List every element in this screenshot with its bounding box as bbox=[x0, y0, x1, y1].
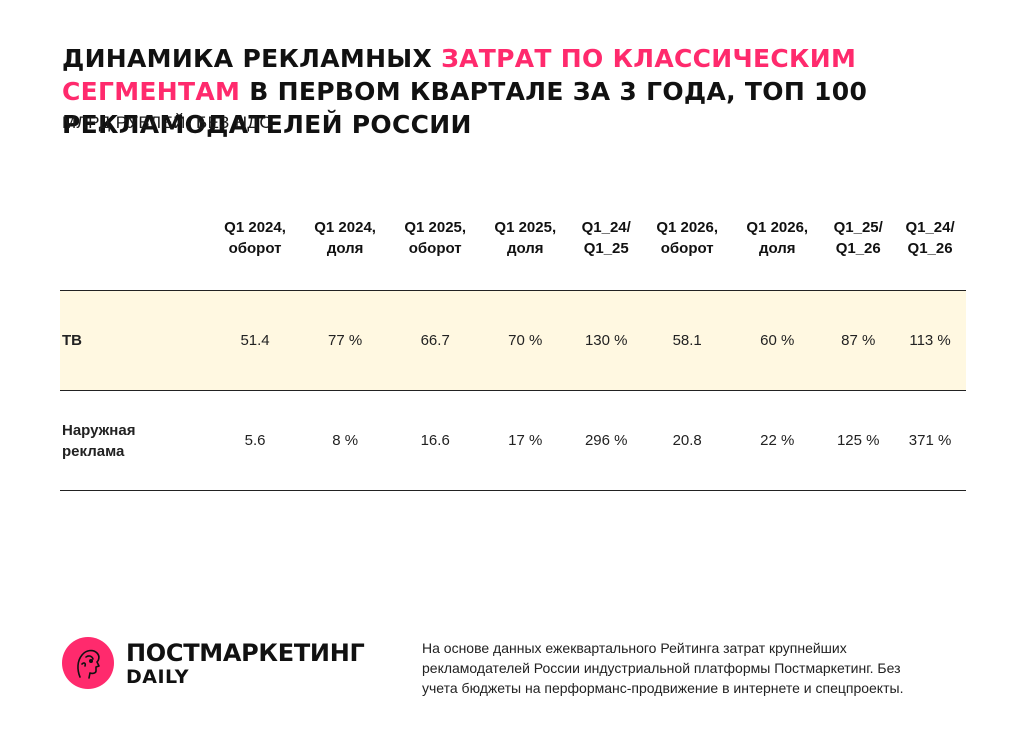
table-cell: 17 % bbox=[480, 390, 571, 491]
row-label: Наружная реклама bbox=[60, 390, 210, 491]
page-title: ДИНАМИКА РЕКЛАМНЫХ ЗАТРАТ ПО КЛАССИЧЕСКИ… bbox=[62, 42, 962, 141]
column-header: Q1 2025, оборот bbox=[404, 219, 467, 257]
table-header-row: Q1 2024, оборот Q1 2024, доля Q1 2025, обор… bbox=[60, 217, 966, 291]
table-cell: 371 % bbox=[894, 390, 966, 491]
table-cell: 5.6 bbox=[210, 390, 301, 491]
footnote: На основе данных ежеквартального Рейтинг… bbox=[422, 640, 904, 696]
column-header: Q1 2026, доля bbox=[746, 219, 809, 257]
title-part2: В ПЕРВОМ КВАРТАЛЕ ЗА 3 ГОДА, ТОП 100 РЕК… bbox=[62, 77, 868, 139]
brand-name: ПОСТМАРКЕТИНГ bbox=[126, 639, 365, 667]
table-cell: 77 % bbox=[300, 290, 391, 391]
table-cell: 16.6 bbox=[390, 390, 481, 491]
table-cell: 51.4 bbox=[210, 290, 301, 391]
row-label: ТВ bbox=[60, 290, 210, 391]
title-part1: ДИНАМИКА РЕКЛАМНЫХ bbox=[62, 44, 433, 73]
brand-logo: ПОСТМАРКЕТИНГ DAILY bbox=[60, 636, 382, 692]
column-header: Q1_24/Q1_26 bbox=[905, 219, 955, 257]
table-cell: 113 % bbox=[894, 290, 966, 391]
column-header: Q1 2025, доля bbox=[494, 219, 557, 257]
header-empty-cell bbox=[60, 217, 210, 291]
data-table: Q1 2024, оборот Q1 2024, доля Q1 2025, обор… bbox=[60, 217, 966, 491]
brand-subname: DAILY bbox=[126, 666, 189, 688]
table-cell: 125 % bbox=[822, 390, 895, 491]
face-profile-icon bbox=[62, 637, 114, 689]
column-header: Q1 2026, оборот bbox=[656, 219, 719, 257]
column-header: Q1_25/Q1_26 bbox=[833, 219, 883, 257]
table-cell: 66.7 bbox=[390, 290, 481, 391]
table-cell: 296 % bbox=[570, 390, 643, 491]
table-cell: 60 % bbox=[732, 290, 823, 391]
column-header: Q1_24/Q1_25 bbox=[581, 219, 631, 257]
table-cell: 8 % bbox=[300, 390, 391, 491]
table-row-outdoor: Наружная реклама 5.6 8 % 16.6 17 % 296 % … bbox=[60, 390, 966, 491]
table-cell: 22 % bbox=[732, 390, 823, 491]
subtitle: МЛРД РУБЛЕЙ, БЕЗ НДС bbox=[62, 113, 273, 132]
column-header: Q1 2024, доля bbox=[314, 219, 376, 257]
table-cell: 20.8 bbox=[642, 390, 733, 491]
title-accent: ЗАТРАТ ПО КЛАССИЧЕСКИМ СЕГМЕНТАМ bbox=[62, 44, 857, 106]
table-cell: 70 % bbox=[480, 290, 571, 391]
column-header: Q1 2024, оборот bbox=[224, 219, 286, 257]
table-cell: 87 % bbox=[822, 290, 895, 391]
table-cell: 58.1 bbox=[642, 290, 733, 391]
table-row-tv: ТВ 51.4 77 % 66.7 70 % 130 % 58.1 60 % 8… bbox=[60, 290, 966, 391]
table-cell: 130 % bbox=[570, 290, 643, 391]
